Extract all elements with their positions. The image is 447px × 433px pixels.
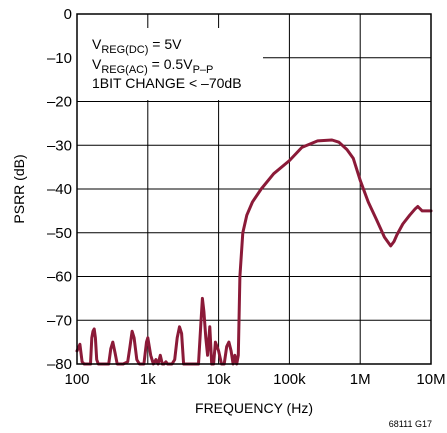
x-tick-label: 100	[64, 371, 89, 388]
y-tick-labels: 0 –10 –20 –30 –40 –50 –60 –70 –80	[47, 6, 72, 373]
y-tick-label: –80	[47, 356, 72, 373]
x-axis-title: FREQUENCY (Hz)	[195, 400, 313, 416]
x-tick-label: 1M	[350, 371, 371, 388]
y-axis-title: PSRR (dB)	[11, 154, 27, 223]
y-tick-label: 0	[64, 6, 72, 23]
figure-code: 68111 G17	[389, 419, 432, 429]
x-tick-label: 1k	[140, 371, 156, 388]
psrr-series-line	[75, 138, 433, 366]
plot-frame	[76, 13, 432, 365]
y-tick-label: –20	[47, 94, 72, 111]
x-tick-label: 100k	[273, 371, 306, 388]
y-tick-label: –70	[47, 312, 72, 329]
y-tick-label: –30	[47, 137, 72, 154]
y-tick-label: –60	[47, 269, 72, 286]
x-tick-label: 10M	[416, 371, 445, 388]
y-tick-label: –50	[47, 225, 72, 242]
annotation-bit-change: 1BIT CHANGE < –70dB	[92, 75, 242, 91]
x-tick-labels: 100 1k 10k 100k 1M 10M	[64, 371, 445, 388]
annotation-vreg-dc: VREG(DC) = 5V	[92, 36, 182, 56]
annotation-vreg-ac: VREG(AC) = 0.5VP–P	[92, 56, 213, 76]
y-tick-label: –40	[47, 181, 72, 198]
annotation-box	[77, 28, 263, 100]
x-tick-label: 10k	[207, 371, 232, 388]
y-tick-label: –10	[47, 50, 72, 67]
